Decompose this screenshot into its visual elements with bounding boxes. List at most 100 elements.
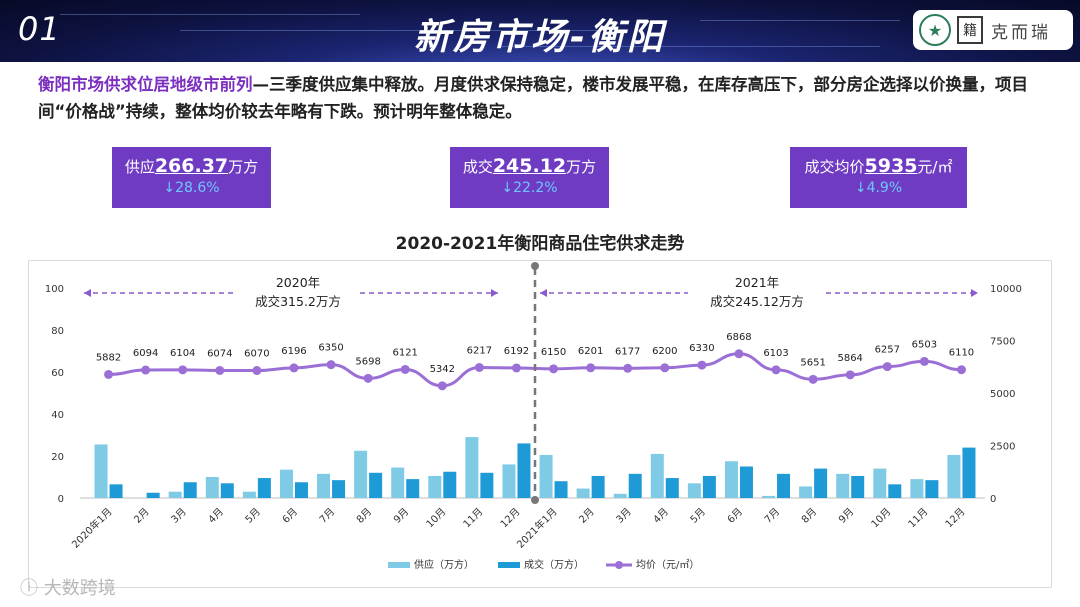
left-axis-tick: 100 [45,284,64,295]
deal-bar [294,482,308,498]
deal-bar [109,484,123,498]
left-axis-tick: 20 [51,452,64,463]
price-point [956,365,966,375]
annotation-text: 成交245.12万方 [710,294,804,309]
price-point [215,365,225,375]
kpi-deal: 成交245.12万方 ↓22.2% [450,147,609,208]
supply-bar [279,469,293,498]
price-point [252,366,262,376]
x-tick-label: 12月 [498,506,523,531]
legend-swatch-deal [498,562,520,568]
kpi-label: 成交均价 [804,158,865,176]
supply-bar [799,486,813,498]
deal-bar [962,447,976,498]
deal-bar [257,478,271,498]
x-tick-label: 11月 [461,506,486,531]
price-point [660,363,670,373]
slide-number: 01 [18,10,61,48]
header-banner: 01 新房市场-衡阳 ★ 籍 克而瑞 [0,0,1080,62]
price-point [289,363,299,373]
left-axis-tick: 0 [58,494,64,505]
summary-paragraph: 衡阳市场供求位居地级市前列—三季度供应集中释放。月度供求保持稳定，楼市发展平稳，… [38,71,1048,125]
price-point [549,364,559,374]
year-divider-bottom-dot [531,496,539,504]
right-axis-tick: 7500 [990,337,1015,348]
deal-bar [554,481,568,498]
price-data-label: 6110 [949,348,974,359]
right-axis-tick: 0 [990,494,996,505]
price-data-label: 6200 [652,346,677,357]
price-data-label: 5651 [800,357,825,368]
x-tick-label: 3月 [614,506,634,526]
price-point [845,370,855,380]
page-title: 新房市场-衡阳 [414,17,666,58]
kpi-delta: ↓22.2% [501,180,558,196]
x-tick-label: 10月 [424,506,449,531]
brand-logo: ★ 籍 克而瑞 [913,10,1073,50]
kpi-avg-price: 成交均价5935元/㎡ ↓4.9% [790,147,967,208]
watermark-text: 大数跨境 [43,578,116,599]
price-point [808,374,818,384]
price-point [919,356,929,366]
legend-label-supply: 供应（万方） [414,558,474,571]
x-tick-label: 6月 [280,506,300,526]
kpi-supply: 供应266.37万方 ↓28.6% [112,147,271,208]
price-data-label: 6330 [689,343,714,354]
x-tick-label: 2月 [132,506,152,526]
supply-bar [428,475,442,498]
supply-bar [317,473,331,498]
supply-bar [947,454,961,498]
price-data-label: 6201 [578,346,603,357]
supply-bar [836,473,850,498]
supply-bar [502,464,516,498]
deal-bar [814,468,828,498]
price-data-label: 6070 [244,349,269,360]
deal-bar [480,472,494,498]
watermark-icon: ⓘ [20,578,38,599]
x-tick-label: 9月 [836,506,856,526]
x-tick-label: 4月 [206,506,226,526]
price-point [474,362,484,372]
annotation-year: 2021年 [735,275,779,290]
summary-highlight: 衡阳市场供求位居地级市前列 [38,75,253,94]
deal-bar [851,475,865,498]
deal-bar [220,483,234,498]
chart-title: 2020-2021年衡阳商品住宅供求走势 [395,234,685,254]
x-tick-label: 7月 [317,506,337,526]
supply-bar [873,468,887,498]
supply-bar [242,491,256,498]
supply-bar [687,483,701,498]
deal-bar [888,484,902,498]
price-data-label: 6868 [726,332,751,343]
left-axis-tick: 40 [51,410,64,421]
kpi-label: 成交 [462,158,493,176]
x-tick-label: 11月 [906,506,931,531]
summary-body: —三季度供应集中释放。月度供求保持稳定，楼市发展平稳，在库存高压下，部分房企选择… [38,75,1028,121]
left-axis-tick: 60 [51,368,64,379]
kpi-value: 245.12 [492,155,567,177]
supply-bar [724,461,738,498]
x-tick-label: 2月 [577,506,597,526]
legend-swatch-price-dot [615,561,623,569]
deal-bar [702,475,716,498]
x-tick-label: 10月 [869,506,894,531]
supply-bar [613,493,627,498]
price-point [586,363,596,373]
price-point [363,373,373,383]
deal-bar [739,466,753,498]
price-data-label: 6121 [392,347,417,358]
price-data-label: 6350 [318,343,343,354]
deal-bar [591,475,605,498]
deal-bar [406,479,420,498]
annotation-arrow-left-head [84,289,91,297]
price-point [734,349,744,359]
supply-bar [539,454,553,498]
deal-bar [443,471,457,498]
kpi-unit: 万方 [228,158,259,176]
supply-bar [465,437,479,498]
x-tick-label: 3月 [169,506,189,526]
annotation-text: 成交315.2万方 [255,294,341,309]
price-point [697,360,707,370]
price-data-label: 6104 [170,348,195,359]
